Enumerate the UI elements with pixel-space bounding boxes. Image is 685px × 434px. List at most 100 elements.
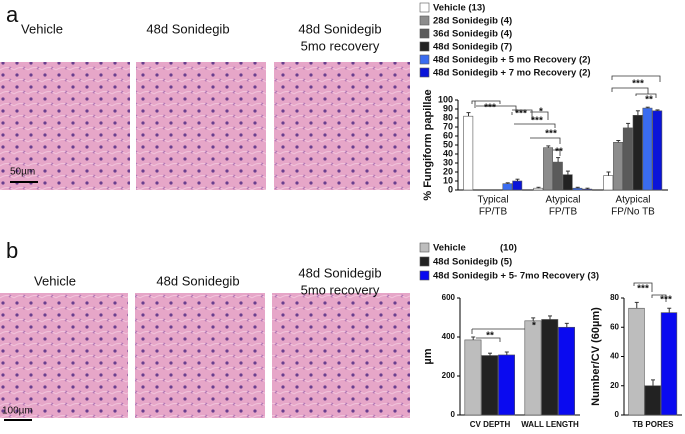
x-tick-label: Atypical (545, 195, 580, 206)
bar (644, 385, 661, 416)
legend-swatch (419, 15, 430, 26)
legend-label: 48d Sonidegib + 7 mo Recovery (2) (433, 68, 591, 79)
y-tick-label: 200 (442, 371, 456, 380)
bar (541, 319, 559, 416)
legend-label: 48d Sonidegib + 5- 7mo Recovery (3) (433, 271, 599, 282)
y-tick-label: 0 (615, 410, 620, 419)
panel-label: a (6, 2, 19, 27)
legend-label: 48d Sonidegib (7) (433, 42, 512, 53)
y-tick-label: 30 (443, 157, 453, 167)
significance-brackets (472, 75, 667, 342)
micrograph (274, 62, 410, 190)
bar (533, 187, 544, 191)
y-tick-label: 400 (442, 332, 456, 341)
y-tick-label: 0 (451, 410, 456, 419)
y-tick-label: 80 (443, 112, 453, 122)
bar (613, 142, 624, 191)
y-tick-label: 60 (610, 322, 619, 331)
significance: *** (484, 103, 496, 114)
x-tick-label: Typical (477, 195, 508, 206)
legend-label: Vehicle (433, 243, 466, 254)
y-tick-label: 0 (448, 184, 453, 194)
x-tick-label: CV DEPTH (470, 420, 511, 429)
x-tick-label: FP/TB (479, 207, 508, 218)
legend-swatch (419, 270, 430, 281)
x-tick-label: WALL LENGTH (521, 420, 579, 429)
panel-label: b (6, 238, 18, 263)
x-tick-label: TB PORES (633, 420, 675, 429)
y-tick-label: 70 (443, 121, 453, 131)
significance: ** (555, 147, 563, 158)
y-tick-label: 100 (438, 94, 453, 104)
bar (582, 188, 593, 191)
bar (628, 307, 645, 416)
micrograph (135, 293, 265, 418)
y-tick-label: 60 (443, 130, 453, 140)
bar (603, 175, 614, 191)
y-axis-label: % Fungiform papillae (422, 89, 434, 200)
x-tick-label: FP/No TB (611, 207, 655, 218)
legend-swatch (419, 67, 430, 78)
micrograph (0, 62, 130, 190)
bar (558, 326, 576, 416)
bar (660, 312, 678, 416)
y-tick-label: 600 (442, 293, 456, 302)
y-tick-label: 90 (443, 103, 453, 113)
significance: *** (515, 109, 527, 120)
y-tick-label: 50 (443, 139, 453, 149)
significance: ** (486, 331, 494, 342)
image-caption: 5mo recovery (301, 38, 380, 53)
legend-swatch (419, 41, 430, 52)
significance: * (539, 107, 543, 118)
bar (481, 355, 499, 416)
legend-label: 28d Sonidegib (4) (433, 16, 512, 27)
x-tick-label: Atypical (615, 195, 650, 206)
y-tick-label: 40 (443, 148, 453, 158)
y-tick-label: 20 (443, 166, 453, 176)
bar (498, 354, 515, 416)
y-tick-label: 20 (610, 381, 619, 390)
image-caption: 48d Sonidegib (156, 273, 239, 288)
legend-swatch (419, 242, 430, 253)
bar (622, 127, 633, 191)
legend-label: Vehicle (13) (433, 3, 485, 14)
bar (524, 320, 542, 416)
bar (632, 115, 643, 191)
legend-label: 48d Sonidegib (5) (433, 257, 512, 268)
x-tick-label: FP/TB (549, 207, 578, 218)
bar (652, 110, 663, 191)
micrograph (136, 62, 266, 190)
y-tick-label: 40 (610, 352, 619, 361)
image-caption: 48d Sonidegib (298, 265, 381, 280)
significance: *** (637, 284, 649, 295)
y-axis-label: Number/CV (60µm) (590, 307, 602, 406)
bar (562, 174, 573, 191)
scale-bar-label: 50µm (10, 167, 35, 178)
micrographs (0, 62, 410, 421)
image-caption: 48d Sonidegib (146, 21, 229, 36)
legend-swatch (419, 54, 430, 65)
bar (512, 180, 523, 191)
image-caption: Vehicle (34, 273, 76, 288)
micrograph (272, 293, 410, 418)
significance: *** (632, 79, 644, 90)
bar (642, 107, 653, 191)
legend-label: 36d Sonidegib (4) (433, 29, 512, 40)
micrograph (0, 293, 128, 418)
y-axis-label: µm (422, 348, 434, 364)
image-caption: Vehicle (21, 21, 63, 36)
legend-swatch (419, 28, 430, 39)
legend-swatch (419, 256, 430, 267)
significance: ** (645, 95, 653, 106)
significance: *** (545, 129, 557, 140)
scale-bar-label: 100µm (2, 406, 33, 417)
y-tick-label: 80 (610, 293, 619, 302)
bar (463, 115, 474, 191)
bar (572, 187, 583, 191)
significance: *** (531, 116, 543, 127)
bar (502, 183, 513, 191)
legend-label: 48d Sonidegib + 5 mo Recovery (2) (433, 55, 591, 66)
image-caption: 48d Sonidegib (298, 21, 381, 36)
bar (552, 161, 563, 191)
